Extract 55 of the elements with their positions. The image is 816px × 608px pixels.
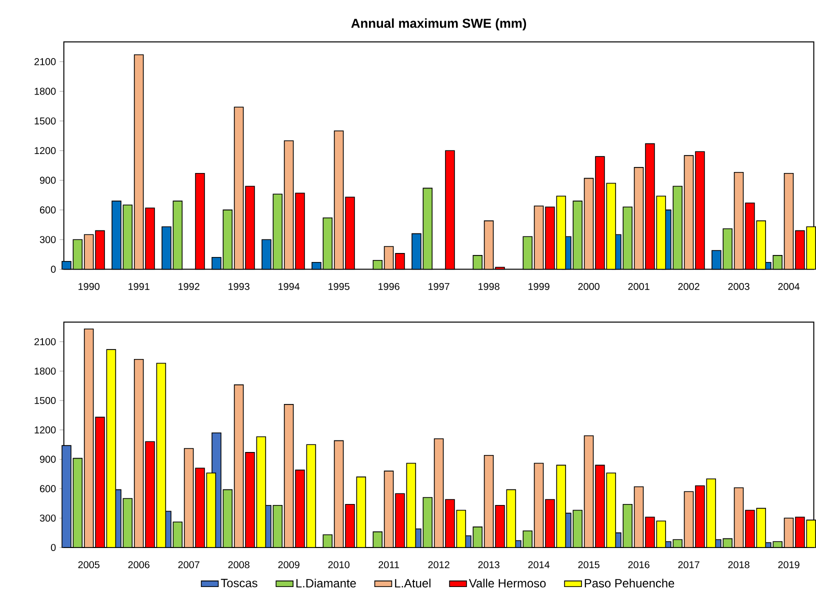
y-tick-label: 0 xyxy=(50,266,56,273)
legend-label: Valle Hermoso xyxy=(468,578,546,588)
y-tick-label: 1800 xyxy=(34,88,56,95)
x-tick-label: 2014 xyxy=(528,561,550,568)
bar xyxy=(106,348,116,548)
x-tick-label: 2008 xyxy=(228,561,250,568)
legend-label: Paso Pehuenche xyxy=(584,578,674,588)
y-tick-label: 900 xyxy=(40,456,56,463)
x-tick-label: 2001 xyxy=(628,282,650,290)
x-tick-label: 2011 xyxy=(378,561,400,568)
x-tick-label: 1990 xyxy=(78,282,100,290)
x-tick-label: 2012 xyxy=(428,561,450,568)
x-tick-label: 1998 xyxy=(478,282,500,290)
x-tick-label: 1992 xyxy=(178,282,200,290)
x-tick-label: 2013 xyxy=(478,561,500,568)
y-tick-label: 0 xyxy=(50,544,56,551)
y-tick-label: 900 xyxy=(40,176,56,184)
x-tick-label: 2016 xyxy=(628,561,650,568)
x-tick-label: 2010 xyxy=(328,561,350,568)
y-tick-label: 300 xyxy=(40,236,56,243)
bar xyxy=(156,362,166,548)
x-tick-label: 2003 xyxy=(728,282,750,290)
x-tick-label: 2000 xyxy=(578,282,600,290)
y-tick-label: 600 xyxy=(40,485,56,492)
x-tick-label: 2017 xyxy=(678,561,700,568)
x-tick-label: 2005 xyxy=(78,561,100,568)
x-tick-label: 2002 xyxy=(678,282,700,290)
legend-label: Toscas xyxy=(220,578,258,588)
y-tick-label: 1800 xyxy=(34,367,56,374)
y-tick-label: 600 xyxy=(40,206,56,214)
bar xyxy=(206,472,216,548)
x-tick-label: 2015 xyxy=(578,561,600,568)
x-tick-label: 1999 xyxy=(528,282,550,290)
x-tick-label: 2009 xyxy=(278,561,300,568)
x-tick-label: 2019 xyxy=(778,561,800,568)
x-tick-label: 1995 xyxy=(328,282,350,290)
x-tick-label: 2018 xyxy=(728,561,750,568)
x-tick-label: 1993 xyxy=(228,282,250,290)
y-tick-label: 2100 xyxy=(34,338,56,346)
x-tick-label: 2007 xyxy=(178,561,200,568)
x-tick-label: 1994 xyxy=(278,282,300,290)
x-tick-label: 2006 xyxy=(128,561,150,568)
y-tick-label: 1200 xyxy=(34,146,56,154)
x-tick-label: 1996 xyxy=(378,282,400,290)
x-tick-label: 2004 xyxy=(778,282,800,290)
y-tick-label: 300 xyxy=(40,514,56,522)
y-tick-label: 1500 xyxy=(34,117,56,124)
chart-title: Annual maximum SWE (mm) xyxy=(351,18,526,30)
legend-label: L.Atuel xyxy=(395,578,430,588)
x-tick-label: 1997 xyxy=(428,282,450,290)
legend-label: L.Diamante xyxy=(296,578,356,588)
x-tick-label: 1991 xyxy=(128,282,150,290)
y-tick-label: 1200 xyxy=(34,426,56,434)
y-tick-label: 1500 xyxy=(34,396,56,404)
y-tick-label: 2100 xyxy=(34,58,56,66)
